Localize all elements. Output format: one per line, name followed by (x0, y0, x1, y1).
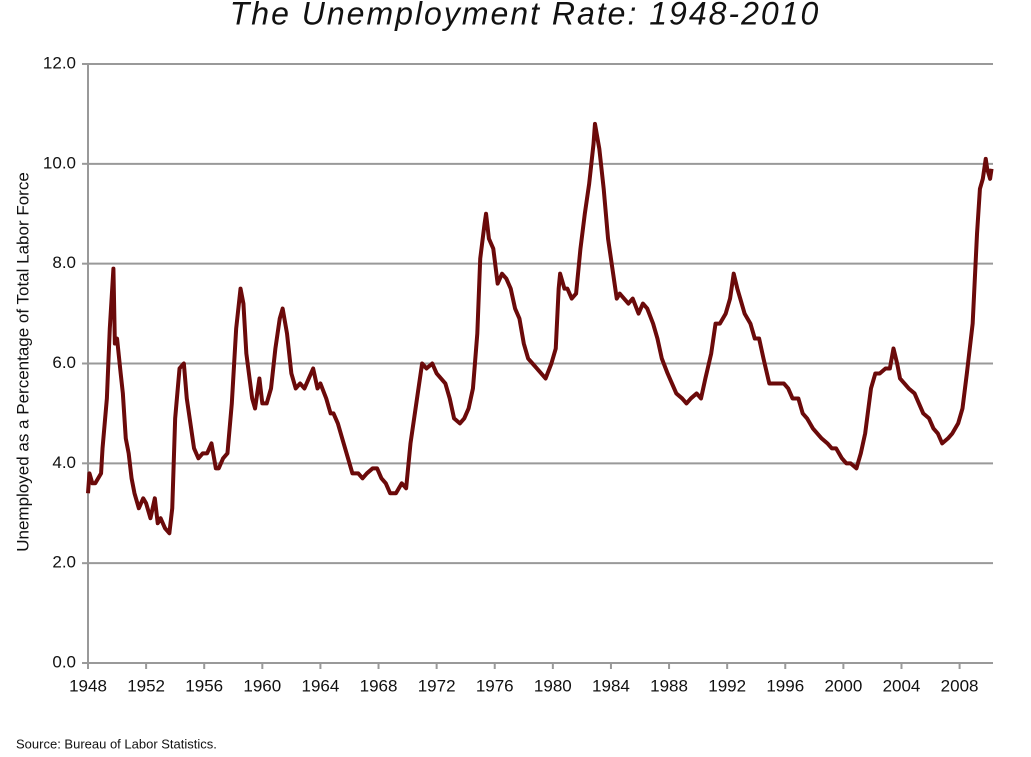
x-tick-label: 1968 (360, 676, 398, 695)
x-tick-label: 1980 (534, 676, 572, 695)
x-tick-label: 2000 (824, 676, 862, 695)
x-tick-label: 1996 (766, 676, 804, 695)
x-tick-label: 1992 (708, 676, 746, 695)
data-line (86, 121, 994, 536)
y-tick-label: 12.0 (43, 53, 76, 72)
y-tick-label: 6.0 (52, 353, 76, 372)
x-tick-label: 1948 (69, 676, 107, 695)
x-tick-label: 1972 (418, 676, 456, 695)
y-tick-label: 10.0 (43, 153, 76, 172)
source-note: Source: Bureau of Labor Statistics. (16, 736, 217, 751)
x-tick-label: 1976 (476, 676, 514, 695)
x-tick-label: 1988 (650, 676, 688, 695)
chart-title: The Unemployment Rate: 1948-2010 (230, 0, 821, 31)
x-tick-label: 2008 (941, 676, 979, 695)
y-tick-label: 0.0 (52, 652, 76, 671)
x-tick-label: 1984 (592, 676, 630, 695)
x-tick-label: 1956 (185, 676, 223, 695)
y-tick-label: 2.0 (52, 553, 76, 572)
x-tick-label: 1964 (302, 676, 340, 695)
y-tick-label: 4.0 (52, 453, 76, 472)
x-tick-label: 1952 (127, 676, 165, 695)
x-tick-label: 2004 (883, 676, 921, 695)
x-tick-label: 1960 (243, 676, 281, 695)
y-tick-label: 8.0 (52, 253, 76, 272)
y-axis-label: Unemployed as a Percentage of Total Labo… (13, 172, 32, 552)
